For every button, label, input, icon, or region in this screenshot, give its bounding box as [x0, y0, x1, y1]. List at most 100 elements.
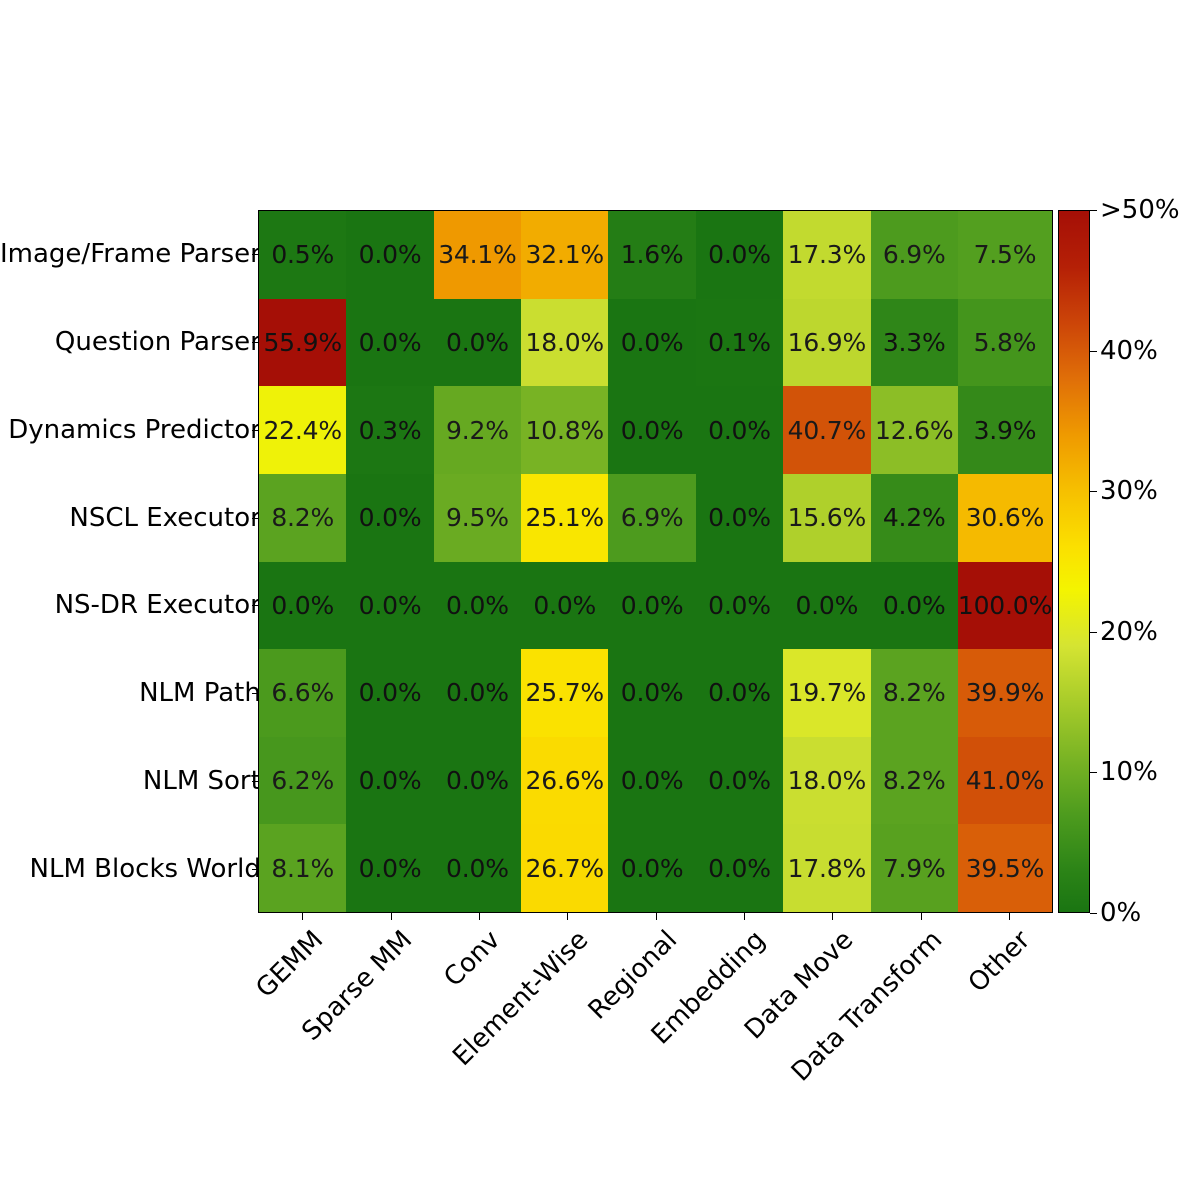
colorbar-tick-label: 40%: [1100, 335, 1158, 366]
heatmap-cell: 39.9%: [957, 649, 1052, 737]
heatmap-cell: 5.8%: [957, 298, 1052, 387]
colorbar-tick-mark: [1090, 772, 1097, 774]
heatmap-cell-value: 0.0%: [358, 678, 422, 708]
heatmap-cell-value: 39.9%: [965, 678, 1045, 708]
heatmap-cell: 6.2%: [259, 736, 347, 825]
heatmap-cell: 41.0%: [957, 736, 1052, 825]
heatmap-cell: 6.9%: [870, 211, 958, 299]
heatmap-cell: 18.0%: [783, 736, 871, 825]
heatmap-cell-value: 0.5%: [271, 240, 335, 270]
heatmap-cell: 0.0%: [433, 736, 522, 825]
x-axis-tick-mark: [1008, 913, 1010, 920]
heatmap-cell: 0.0%: [695, 386, 784, 474]
colorbar-tick-mark: [1090, 210, 1097, 211]
x-axis-tick-label: Data Transform: [785, 925, 948, 1088]
colorbar-tick-label: 0%: [1100, 898, 1142, 928]
heatmap-cell-value: 7.5%: [973, 240, 1037, 270]
x-axis-tick-mark: [655, 913, 657, 920]
heatmap-cell-value: 3.9%: [973, 415, 1037, 445]
heatmap-cell: 0.0%: [433, 298, 522, 387]
heatmap-cell: 1.6%: [608, 211, 696, 299]
heatmap-cell-value: 0.0%: [358, 503, 422, 533]
y-axis-tick-label: NSCL Executor: [69, 502, 261, 533]
colorbar-tick-mark: [1090, 913, 1097, 914]
heatmap-cell-value: 6.6%: [271, 678, 335, 708]
heatmap-cell-value: 18.0%: [525, 327, 605, 357]
heatmap-cell: 7.5%: [957, 211, 1052, 299]
heatmap-cell-value: 0.0%: [882, 590, 946, 620]
heatmap-cell: 0.0%: [695, 561, 784, 650]
heatmap-cell: 0.0%: [433, 649, 522, 737]
heatmap-cell: 0.3%: [346, 386, 434, 474]
heatmap-grid: 0.5% 0.0% 34.1% 32.1% 1.6% 0.0% 17.3% 6.9% 7.5% 5…: [259, 211, 1052, 912]
heatmap-cell-value: 9.5%: [446, 503, 509, 533]
heatmap-cell: 30.6%: [957, 473, 1052, 562]
heatmap-cell: 10.8%: [521, 386, 609, 474]
heatmap-cell-value: 16.9%: [787, 327, 867, 357]
heatmap-cell-value: 18.0%: [787, 766, 867, 796]
heatmap-cell: 0.0%: [346, 211, 434, 299]
heatmap-cell: 9.5%: [433, 473, 522, 562]
heatmap-cell-value: 40.7%: [787, 415, 867, 445]
heatmap-cell: 100.0%: [957, 561, 1052, 650]
heatmap-cell: 40.7%: [783, 386, 871, 474]
heatmap-cell-value: 12.6%: [874, 415, 954, 445]
heatmap-cell-value: 0.0%: [708, 590, 771, 620]
heatmap-cell: 0.0%: [608, 386, 696, 474]
colorbar-tick-label: 20%: [1100, 616, 1158, 647]
heatmap-cell-value: 41.0%: [965, 766, 1045, 796]
y-axis-tick-mark: [252, 781, 259, 783]
heatmap-cell: 3.3%: [870, 298, 958, 387]
y-axis-tick-label: NLM Path: [139, 678, 261, 709]
heatmap-cell-value: 30.6%: [965, 503, 1045, 533]
x-axis-tick-label: Conv: [438, 925, 507, 993]
heatmap-cell-value: 0.0%: [620, 415, 684, 445]
heatmap-cell: 19.7%: [783, 649, 871, 737]
heatmap-cell: 0.0%: [695, 824, 784, 912]
heatmap-cell-value: 0.0%: [708, 503, 771, 533]
heatmap-cell: 0.0%: [346, 473, 434, 562]
heatmap-cell-value: 6.9%: [882, 240, 946, 270]
heatmap-cell: 4.2%: [870, 473, 958, 562]
heatmap-cell-value: 8.2%: [271, 503, 335, 533]
x-axis-tick-mark: [390, 913, 392, 920]
heatmap-cell-value: 17.8%: [787, 853, 867, 883]
heatmap-cell: 25.1%: [521, 473, 609, 562]
heatmap-cell: 26.7%: [521, 824, 609, 912]
heatmap-cell: 9.2%: [433, 386, 522, 474]
heatmap-cell-value: 0.0%: [358, 590, 422, 620]
y-axis-tick-label: Image/Frame Parser: [0, 238, 261, 269]
heatmap-cell: 34.1%: [433, 211, 522, 299]
y-axis-tick-label: Dynamics Predictor: [8, 414, 261, 445]
heatmap-cell-value: 1.6%: [620, 240, 684, 270]
heatmap-cell: 6.9%: [608, 473, 696, 562]
colorbar-tick-label: >50%: [1100, 195, 1180, 225]
heatmap-cell: 0.0%: [346, 736, 434, 825]
heatmap-cell-value: 25.7%: [525, 678, 605, 708]
heatmap-cell-value: 39.5%: [965, 853, 1045, 883]
x-axis-tick-label: GEMM: [250, 925, 330, 1004]
heatmap-cell-value: 0.0%: [620, 327, 684, 357]
heatmap-cell-value: 0.0%: [446, 327, 509, 357]
heatmap-cell: 39.5%: [957, 824, 1052, 912]
heatmap-cell: 0.0%: [783, 561, 871, 650]
heatmap-cell-value: 0.0%: [708, 766, 771, 796]
heatmap-cell-value: 7.9%: [882, 853, 946, 883]
y-axis-tick-label: NLM Blocks World: [29, 854, 261, 885]
heatmap-cell-value: 0.0%: [358, 240, 422, 270]
heatmap-cell-value: 25.1%: [525, 503, 605, 533]
heatmap-cell: 12.6%: [870, 386, 958, 474]
y-axis-tick-label: NLM Sort: [142, 766, 261, 797]
heatmap-cell-value: 3.3%: [882, 327, 946, 357]
x-axis-tick-mark: [567, 913, 569, 920]
heatmap-cell: 0.0%: [346, 561, 434, 650]
y-axis-tick-mark: [252, 341, 259, 343]
heatmap-cell-value: 0.0%: [533, 590, 597, 620]
y-axis-tick-mark: [252, 869, 259, 871]
heatmap-cell: 0.0%: [433, 561, 522, 650]
y-axis-labels: Image/Frame Parser Question Parser Dynamic…: [0, 210, 261, 913]
heatmap-cell-value: 0.1%: [708, 327, 771, 357]
heatmap-cell: 0.0%: [695, 736, 784, 825]
heatmap-cell-value: 8.2%: [882, 766, 946, 796]
heatmap-cell: 8.1%: [259, 824, 347, 912]
